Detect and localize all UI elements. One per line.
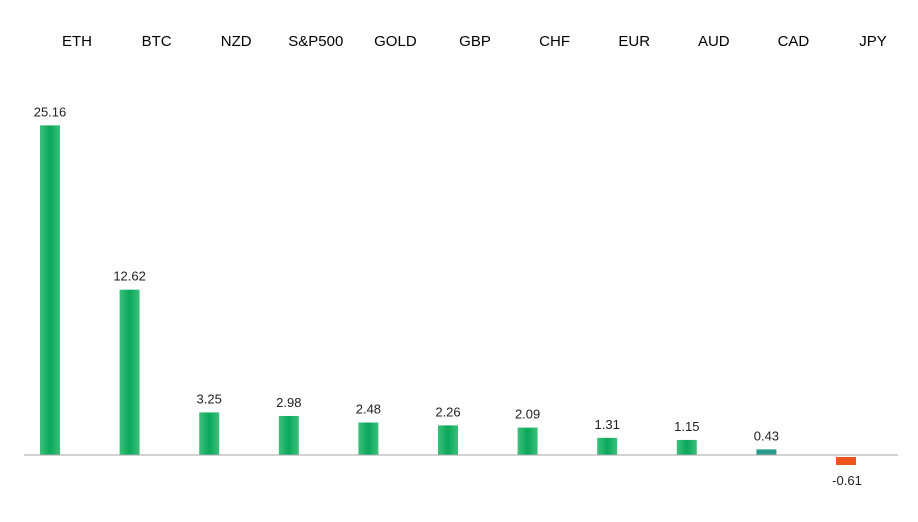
value-label-jpy: -0.61 xyxy=(832,473,862,488)
category-label-s-p500: S&P500 xyxy=(288,33,343,50)
category-label-eth: ETH xyxy=(62,33,92,50)
category-label-jpy: JPY xyxy=(859,33,887,50)
bar-gbp xyxy=(438,425,458,455)
category-label-gbp: GBP xyxy=(459,33,491,50)
value-label-btc: 12.62 xyxy=(113,269,146,284)
category-label-cad: CAD xyxy=(778,33,810,50)
category-label-nzd: NZD xyxy=(221,33,252,50)
value-labels: 25.16 12.62 3.25 2.98 2.48 2.26 2.09 1.31 1.15 0.… xyxy=(34,104,862,488)
value-label-cad: 0.43 xyxy=(754,428,779,443)
value-label-aud: 1.15 xyxy=(674,419,699,434)
category-label-chf: CHF xyxy=(539,33,570,50)
bar-jpy xyxy=(836,457,856,465)
value-label-nzd: 3.25 xyxy=(197,391,222,406)
bar-eth xyxy=(40,125,60,456)
category-label-gold: GOLD xyxy=(374,33,417,50)
bar-gold xyxy=(358,422,379,455)
value-label-gold: 2.48 xyxy=(356,402,381,417)
bar-btc xyxy=(119,289,140,455)
value-label-gbp: 2.26 xyxy=(435,404,460,419)
bar-nzd xyxy=(199,412,220,455)
category-label-aud: AUD xyxy=(698,33,730,50)
bar-eur xyxy=(597,437,618,455)
value-label-eth: 25.16 xyxy=(34,104,67,119)
category-labels: ETH BTC NZD S&P500 GOLD GBP CHF EUR AUD CAD JPY xyxy=(62,33,887,50)
value-label-eur: 1.31 xyxy=(595,417,620,432)
bar-chf xyxy=(517,427,538,455)
value-label-s-p500: 2.98 xyxy=(276,395,301,410)
bar-aud xyxy=(676,439,697,455)
category-label-eur: EUR xyxy=(618,33,650,50)
bars xyxy=(40,125,856,465)
category-label-btc: BTC xyxy=(142,33,172,50)
bar-s-p500 xyxy=(278,415,299,455)
value-label-chf: 2.09 xyxy=(515,407,540,422)
bar-cad xyxy=(756,449,777,455)
